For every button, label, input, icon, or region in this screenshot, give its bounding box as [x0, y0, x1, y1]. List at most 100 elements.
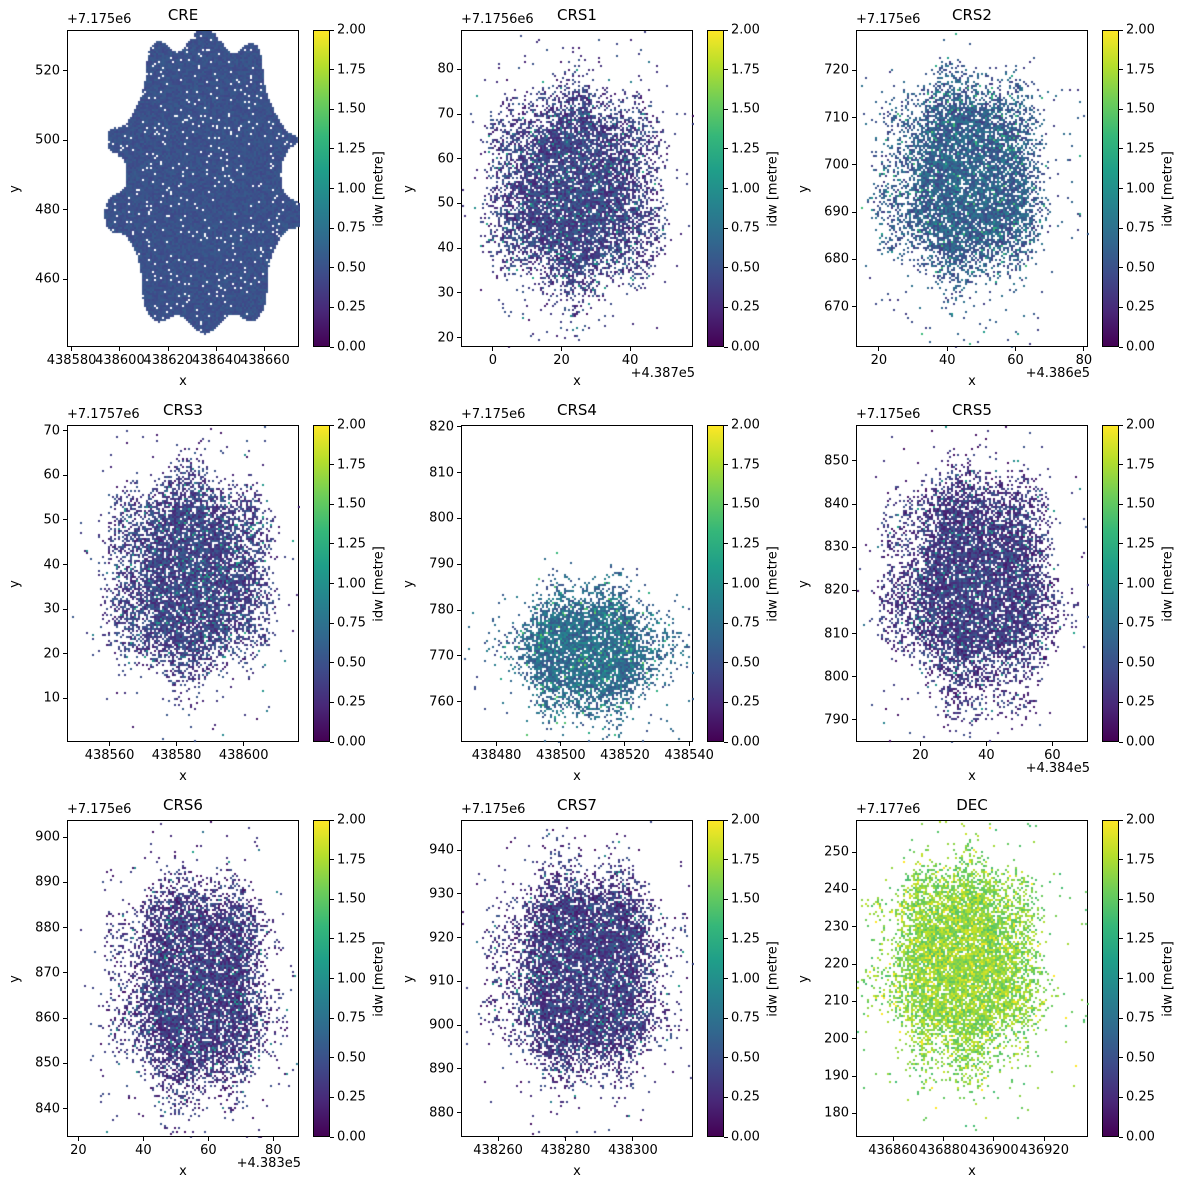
colorbar-tick: [1119, 662, 1123, 664]
colorbar-tick-label: 0.50: [1126, 260, 1155, 276]
colorbar-tick: [724, 227, 728, 229]
colorbar-tick: [724, 938, 728, 940]
colorbar-tick-label: 0.25: [1126, 1089, 1155, 1105]
x-axis-label: x: [968, 374, 976, 389]
y-tick: [457, 609, 461, 611]
x-tick-label: 20: [870, 353, 888, 368]
y-tick-label: 720: [824, 62, 849, 78]
colorbar-tick: [330, 622, 334, 624]
colorbar-tick-label: 0.75: [1126, 220, 1155, 236]
x-tick-label: 438580: [151, 748, 202, 763]
colorbar-tick: [724, 741, 728, 743]
y-tick-label: 20: [43, 646, 60, 662]
y-tick: [852, 258, 856, 260]
y-offset-text: +7.1756e6: [461, 12, 534, 27]
colorbar-tick-label: 0.50: [1126, 1050, 1155, 1066]
y-tick: [852, 69, 856, 71]
colorbar-tick-label: 0.00: [337, 1129, 366, 1145]
x-tick: [272, 1137, 274, 1141]
colorbar-tick-label: 1.25: [1126, 536, 1155, 552]
colorbar-tick-label: 0.25: [731, 1089, 760, 1105]
colorbar-tick-label: 0.75: [337, 1010, 366, 1026]
x-tick-label: 438500: [535, 748, 586, 763]
colorbar-tick-label: 1.75: [1126, 457, 1155, 473]
colorbar-tick: [724, 69, 728, 71]
colorbar-tick-label: 0.50: [731, 655, 760, 671]
y-tick-label: 30: [43, 601, 60, 617]
y-tick-label: 20: [437, 330, 454, 346]
colorbar-tick: [724, 464, 728, 466]
y-tick: [457, 517, 461, 519]
colorbar-tick: [1119, 819, 1123, 821]
x-tick-label: 60: [200, 1143, 217, 1158]
y-tick: [63, 608, 67, 610]
colorbar-tick: [1119, 108, 1123, 110]
axes-crs4: [461, 425, 694, 743]
heatmap-raster: [68, 426, 300, 743]
colorbar-tick: [724, 1017, 728, 1019]
colorbar-tick: [724, 188, 728, 189]
x-tick-label: 438280: [540, 1143, 591, 1158]
colorbar-tick: [724, 1096, 728, 1098]
x-axis-label: x: [573, 769, 581, 784]
y-tick: [63, 70, 67, 72]
y-tick-label: 910: [429, 973, 454, 989]
colorbar-label: idw [metre]: [765, 940, 781, 1017]
y-tick-label: 930: [429, 886, 454, 902]
x-tick-label: 438300: [608, 1143, 658, 1158]
colorbar-tick: [724, 583, 728, 584]
colorbar-label: idw [metre]: [1160, 545, 1176, 622]
colorbar-tick: [724, 346, 728, 348]
y-axis-label: y: [401, 974, 417, 983]
colorbar-tick: [330, 938, 334, 940]
y-tick: [457, 292, 461, 294]
y-tick: [457, 980, 461, 982]
colorbar-tick-label: 0.75: [731, 615, 760, 631]
y-tick-label: 500: [35, 132, 60, 148]
colorbar: [707, 425, 724, 742]
y-axis-label: y: [401, 579, 417, 588]
x-tick: [629, 347, 631, 351]
colorbar-tick: [1119, 188, 1123, 189]
colorbar-label: idw [metre]: [1160, 940, 1176, 1017]
x-tick: [119, 347, 121, 351]
y-tick: [852, 1038, 856, 1040]
colorbar-tick-label: 0.75: [731, 1010, 760, 1026]
y-tick-label: 820: [824, 582, 849, 598]
colorbar-tick: [330, 859, 334, 861]
colorbar-tick: [330, 978, 334, 979]
heatmap-raster: [857, 426, 1089, 743]
colorbar-tick-label: 0.75: [337, 220, 366, 236]
colorbar-tick: [330, 1017, 334, 1019]
x-tick: [497, 1137, 499, 1141]
y-tick-label: 870: [35, 965, 60, 981]
x-tick: [565, 1137, 567, 1141]
y-tick: [852, 633, 856, 635]
y-tick: [457, 426, 461, 428]
y-tick-label: 890: [429, 1061, 454, 1077]
y-tick-label: 790: [824, 712, 849, 728]
colorbar-tick-label: 0.00: [337, 339, 366, 355]
colorbar: [1102, 820, 1119, 1137]
colorbar-tick: [724, 1057, 728, 1059]
y-offset-text: +7.175e6: [461, 802, 526, 817]
y-tick: [457, 113, 461, 115]
y-tick-label: 230: [824, 919, 849, 935]
colorbar-tick: [724, 898, 728, 900]
colorbar-tick: [724, 29, 728, 31]
colorbar-tick: [330, 306, 334, 308]
colorbar-tick: [1119, 306, 1123, 308]
axes-crs6: [67, 820, 300, 1138]
colorbar-tick-label: 1.75: [1126, 852, 1155, 868]
colorbar-tick-label: 1.75: [337, 457, 366, 473]
axes-crs5: [856, 425, 1089, 743]
y-tick-label: 60: [437, 151, 454, 167]
y-offset-text: +7.175e6: [856, 12, 921, 27]
colorbar-tick: [330, 503, 334, 505]
colorbar: [707, 30, 724, 347]
y-axis-label: y: [796, 579, 812, 588]
x-tick: [1015, 347, 1017, 351]
chart-title: CRS2: [952, 6, 992, 24]
colorbar-tick-label: 0.00: [1126, 1129, 1155, 1145]
y-tick-label: 850: [35, 1055, 60, 1071]
